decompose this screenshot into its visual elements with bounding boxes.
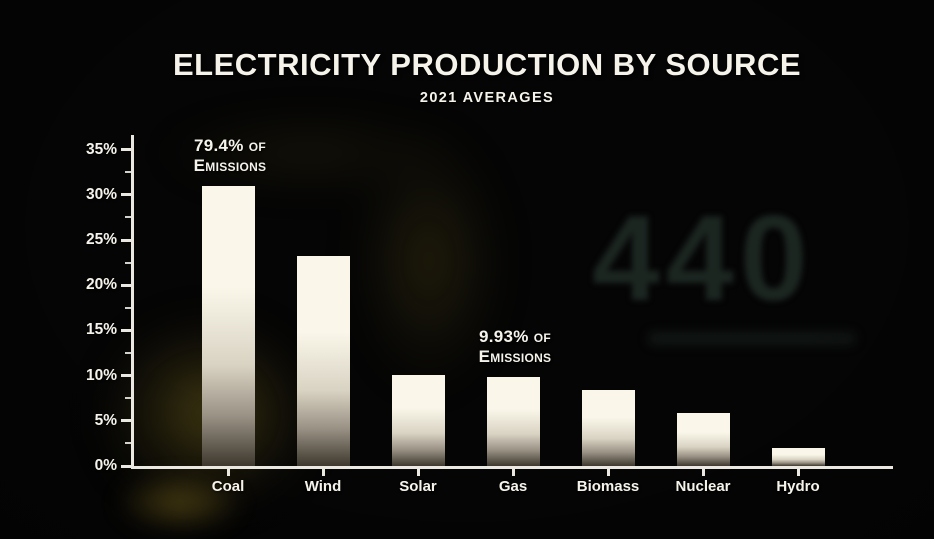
chart-title: ELECTRICITY PRODUCTION BY SOURCE: [172, 47, 802, 82]
annotation-coal: 79.4% of Emissions: [194, 136, 267, 176]
annotation-gas: 9.93% of Emissions: [479, 327, 552, 367]
y-axis-tick-label: 20%: [85, 276, 117, 294]
y-axis-minor-tick: [125, 261, 131, 264]
y-axis-minor-tick: [125, 171, 131, 174]
x-axis-tick: [511, 469, 515, 476]
x-axis-label-hydro: Hydro: [776, 478, 820, 495]
y-axis-tick: [121, 283, 131, 287]
y-axis-tick-label: 15%: [85, 321, 117, 339]
y-axis-tick: [121, 238, 131, 242]
y-axis-tick-label: 35%: [85, 140, 117, 158]
annotation-line: 9.93% of: [479, 326, 551, 346]
annotation-line: Emissions: [193, 155, 267, 175]
x-axis-label-wind: Wind: [304, 478, 342, 495]
annotation-line: Emissions: [478, 346, 552, 366]
y-axis-minor-tick: [125, 352, 131, 354]
x-axis-label-solar: Solar: [399, 478, 437, 495]
x-axis-tick: [796, 469, 800, 476]
y-axis-tick-label: 25%: [85, 231, 117, 248]
y-axis-minor-tick: [125, 442, 131, 445]
annotation-line: 79.4% of: [194, 135, 266, 155]
y-axis-tick-label: 5%: [94, 411, 117, 429]
x-axis-label-biomass: Biomass: [576, 478, 640, 495]
chart-subtitle: 2021 AVERAGES: [419, 90, 555, 106]
y-axis-line: [131, 135, 134, 469]
y-axis-tick: [121, 464, 131, 468]
bar-solar: [391, 374, 445, 466]
y-axis-minor-tick: [125, 306, 131, 309]
x-axis-tick: [226, 469, 230, 476]
bar-nuclear: [676, 412, 730, 466]
x-axis-tick: [416, 469, 420, 476]
bar-gas: [486, 376, 540, 466]
y-axis-tick: [121, 148, 131, 152]
y-axis-tick: [121, 193, 131, 197]
y-axis-tick: [121, 374, 131, 378]
x-axis-tick: [701, 469, 705, 476]
chart-header: ELECTRICITY PRODUCTION BY SOURCE 2021 AV…: [40, 47, 934, 106]
x-axis-tick: [321, 469, 325, 476]
y-axis-minor-tick: [125, 216, 131, 219]
bar-hydro: [771, 447, 825, 466]
y-axis-tick-label: 30%: [85, 185, 117, 203]
y-axis-tick-label: 10%: [85, 366, 117, 384]
y-axis-tick-label: 0%: [94, 457, 117, 474]
bar-coal: [201, 185, 255, 466]
x-axis-label-gas: Gas: [498, 478, 528, 495]
y-axis-tick: [121, 328, 131, 332]
bar-wind: [296, 256, 350, 466]
bar-biomass: [581, 390, 635, 466]
y-axis-minor-tick: [125, 397, 131, 400]
x-axis-label-coal: Coal: [211, 478, 245, 495]
y-axis-tick: [121, 419, 131, 423]
x-axis-label-nuclear: Nuclear: [675, 478, 731, 495]
x-axis-tick: [606, 469, 610, 476]
